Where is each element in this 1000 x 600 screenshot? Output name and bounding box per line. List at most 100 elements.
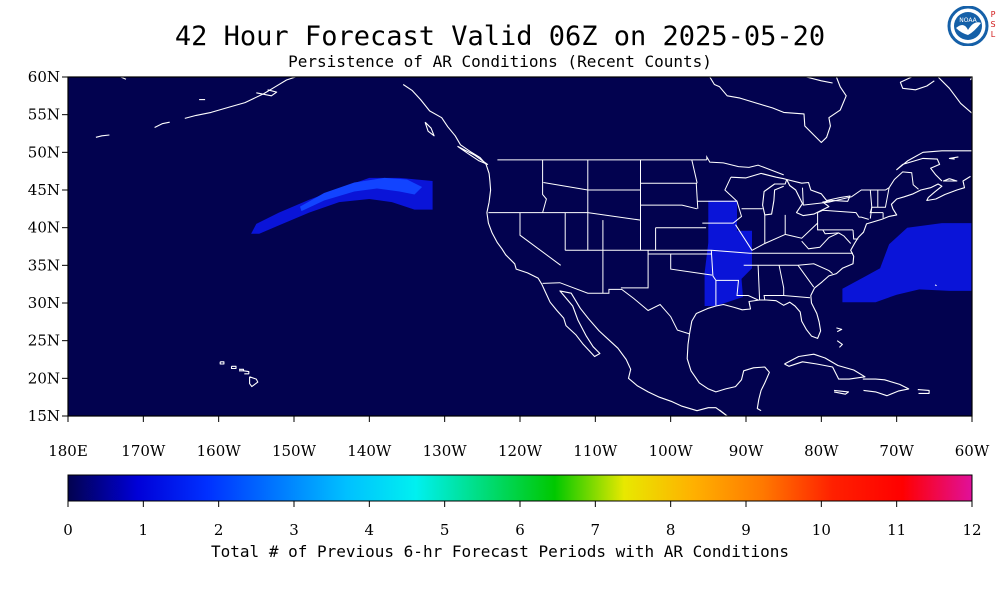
border-line-24 [724,176,738,202]
colorbar-tick-label: 10 [812,521,831,539]
border-line-20 [670,254,713,276]
coastline-8 [730,172,788,216]
ar-heatmap-layer [251,177,972,306]
border-line-23 [697,200,743,224]
lat-tick-label: 20N [28,369,60,387]
coastline-10 [219,361,225,365]
border-line-4 [542,282,690,335]
border-line-41 [869,187,890,214]
border-line-33 [797,265,815,288]
lat-tick-label: 50N [28,143,60,161]
coastline-12 [239,368,245,372]
lat-tick-label: 45N [28,181,60,199]
page-subtitle: Persistence of AR Conditions (Recent Cou… [288,52,712,71]
coastline-19 [836,340,843,348]
state-borders [488,155,919,335]
coastline-27 [457,145,489,165]
coastline-25 [719,409,728,416]
lon-tick-label: 130W [423,442,468,460]
border-line-15 [691,159,699,209]
colorbar-tick-label: 12 [962,521,981,539]
colorbar-tick-label: 11 [887,521,906,539]
coastline-21 [95,134,110,138]
colorbar-ticks: 0 1 2 3 4 5 6 7 8 9 10 11 12 [63,501,982,539]
coastline-7 [977,140,1000,170]
ar-region-2 [300,177,423,212]
page-title: 42 Hour Forecast Valid 06Z on 2025-05-20 [174,21,826,52]
logo-side-letter-p: P [991,10,996,19]
border-line-29 [757,265,761,301]
coastline-30 [934,284,937,287]
latitude-axis: 60N 55N 50N 45N 40N 35N 30N 25N 20N 15N [28,68,68,425]
lat-tick-label: 30N [28,294,60,312]
border-line-28 [715,279,759,301]
colorbar-tick-label: 6 [515,521,525,539]
coastline-31 [917,389,930,394]
coastline-16 [862,378,910,397]
colorbar-tick-label: 7 [591,521,601,539]
lon-tick-label: 110W [573,442,618,460]
coastline-11 [230,365,237,370]
border-line-39 [817,209,869,220]
coastline-4 [686,333,770,412]
longitude-axis: 180E 170W 160W 150W 140W 130W 120W 110W 100W 90W 8… [48,416,990,460]
ar-region-4 [842,223,972,303]
border-line-3 [802,171,919,206]
lon-tick-label: 80W [804,442,839,460]
lon-tick-label: 150W [272,442,317,460]
border-line-38 [785,222,818,239]
border-line-32 [783,295,811,299]
noaa-logo-disc [954,12,982,40]
colorbar-label: Total # of Previous 6-hr Forecast Period… [211,542,789,561]
colorbar-tick-label: 1 [139,521,149,539]
colorbar-tick-label: 2 [214,521,224,539]
colorbar-tick-label: 3 [289,521,299,539]
border-line-2 [706,155,784,176]
coastline-29 [948,156,959,160]
coastline-9 [786,178,851,217]
coastline-17 [833,389,850,395]
lat-tick-label: 55N [28,106,60,124]
colorbar-tick-label: 9 [741,521,751,539]
lon-tick-label: 120W [498,442,543,460]
border-line-34 [817,212,853,231]
lon-tick-label: 170W [121,442,166,460]
noaa-logo-text: NOAA [959,17,977,24]
colorbar-tick-label: 0 [63,521,73,539]
lon-tick-label: 100W [649,442,694,460]
lon-tick-label: 180E [48,442,88,460]
lon-tick-label: 160W [197,442,242,460]
coastline-6 [896,77,972,182]
coastline-22 [806,77,833,84]
lat-tick-label: 35N [28,256,60,274]
map-ocean [68,77,972,416]
border-line-37 [801,232,839,250]
coastline-5 [709,77,847,144]
lon-tick-label: 60W [955,442,990,460]
lon-tick-label: 70W [879,442,914,460]
colorbar-tick-label: 8 [666,521,676,539]
coastlines [95,74,1000,416]
coastline-18 [836,327,843,333]
colorbar-tick-label: 5 [440,521,450,539]
coastline-28 [942,178,958,182]
ar-region-1 [251,177,433,234]
coastline-13 [243,370,250,375]
noaa-logo: NOAA P S L [946,5,998,47]
lat-tick-label: 40N [28,219,60,237]
border-line-22 [710,250,717,306]
coastline-20 [154,121,170,128]
logo-side-letter-l: L [991,30,996,39]
noaa-logo-bird [956,22,981,35]
coastline-33 [311,74,322,75]
coastline-26 [424,121,435,137]
border-line-6 [519,212,561,266]
ar-region-3 [704,200,752,306]
border-line-8 [542,159,547,213]
lon-tick-label: 140W [347,442,392,460]
border-line-26 [735,214,766,251]
coastline-15 [784,353,866,380]
border-line-14 [620,250,649,289]
border-line-35 [852,229,859,240]
